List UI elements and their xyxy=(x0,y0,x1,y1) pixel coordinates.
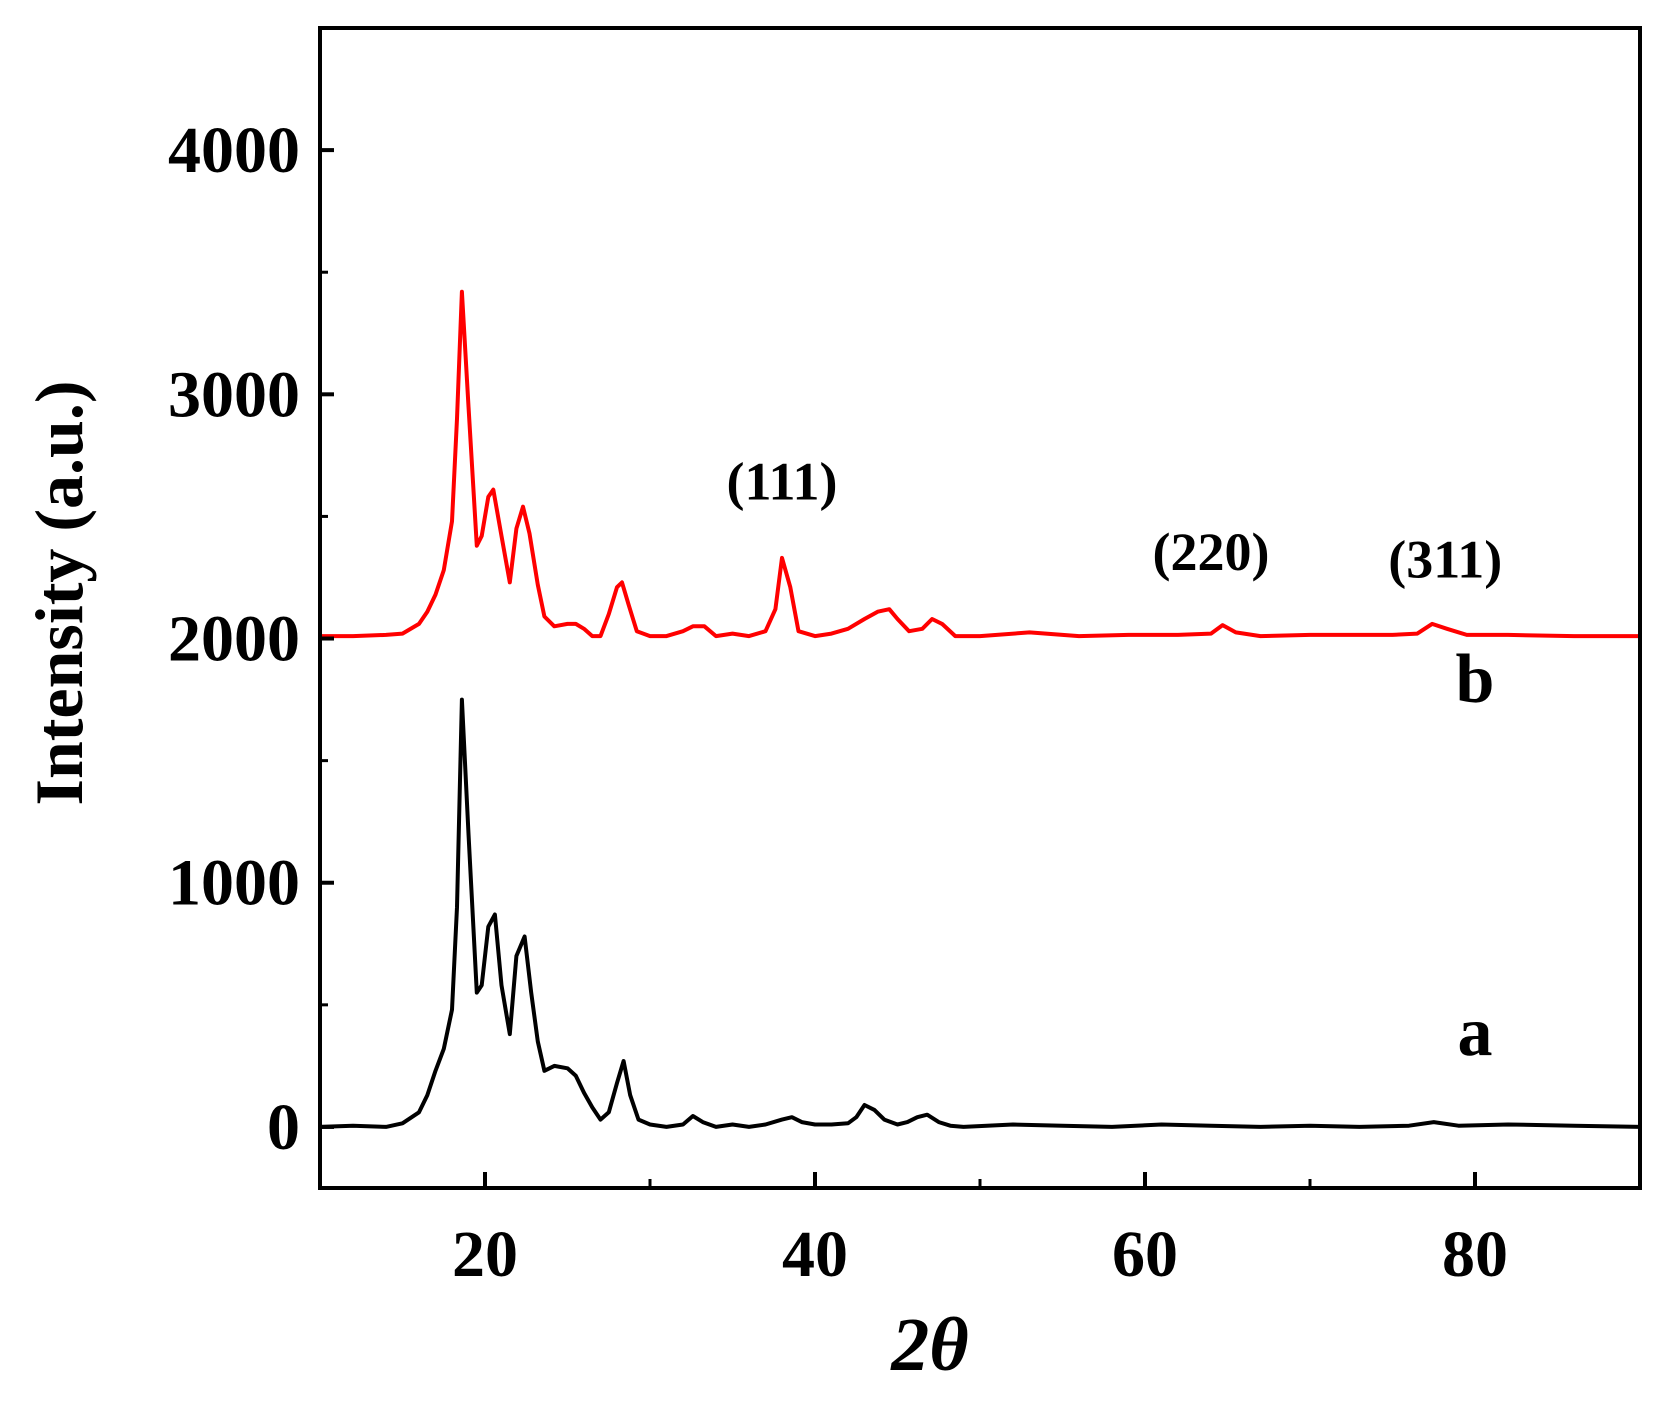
x-tick-label: 80 xyxy=(1442,1218,1508,1291)
x-tick-label: 20 xyxy=(452,1218,518,1291)
annotation-layer: (111) (220) (311) b a xyxy=(726,451,1502,1071)
x-tick-label: 40 xyxy=(782,1218,848,1291)
y-tick-label: 2000 xyxy=(168,603,300,676)
y-tick-label: 3000 xyxy=(168,358,300,431)
series-layer xyxy=(319,289,1641,1129)
plot-frame xyxy=(318,26,1642,1190)
y-tick-label: 1000 xyxy=(168,847,300,920)
series-label-a: a xyxy=(1458,994,1493,1071)
y-tick-label: 0 xyxy=(267,1091,300,1164)
peak-label: (311) xyxy=(1388,529,1502,589)
tick-layer: 20 40 60 80 0 1000 2000 3000 4000 xyxy=(168,114,1508,1291)
x-tick-label: 60 xyxy=(1112,1218,1178,1291)
series-line-a xyxy=(319,697,1641,1129)
peak-label: (111) xyxy=(726,451,837,511)
y-tick-label: 4000 xyxy=(168,114,300,187)
peak-label: (220) xyxy=(1153,522,1270,582)
series-label-b: b xyxy=(1456,641,1495,718)
x-axis-title: 2θ xyxy=(890,1303,968,1387)
y-axis-title: Intensity (a.u.) xyxy=(21,380,97,805)
series-line-b xyxy=(320,289,1640,639)
